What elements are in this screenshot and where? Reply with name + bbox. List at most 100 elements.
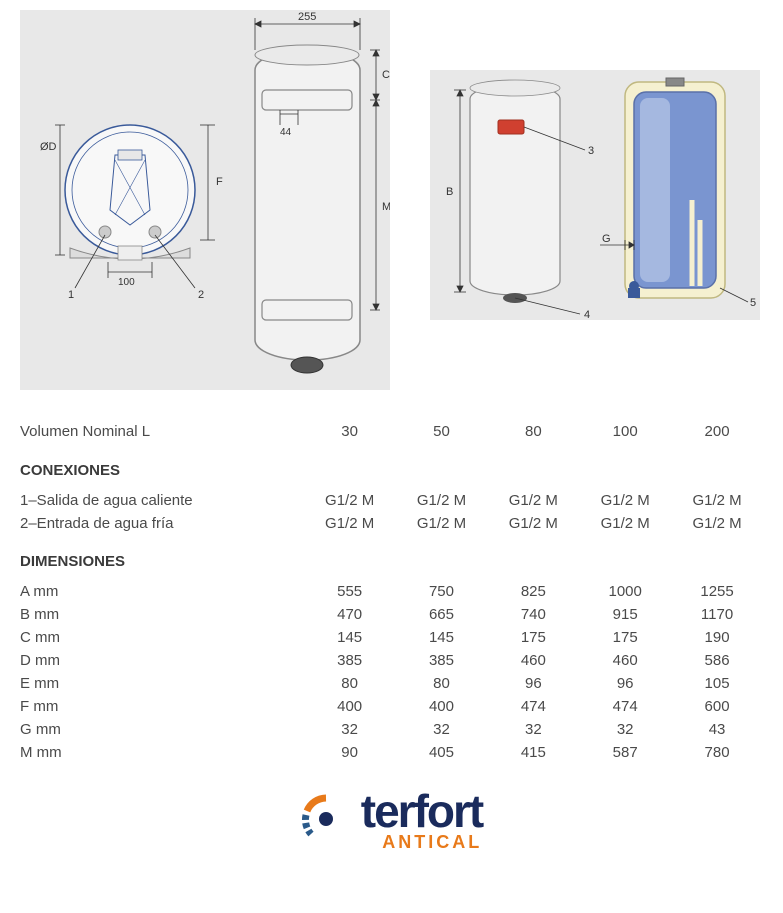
dimensiones-label-6: G mm	[20, 718, 304, 741]
table-row: M mm90405415587780	[20, 741, 763, 764]
dimensiones-header: DIMENSIONES	[20, 535, 763, 580]
diagram-row: 255 44	[20, 10, 763, 390]
dimensiones-cell-2-2: 175	[487, 626, 579, 649]
table-row: 1–Salida de agua calienteG1/2 MG1/2 MG1/…	[20, 489, 763, 512]
dimensiones-cell-7-1: 405	[396, 741, 488, 764]
table-row: C mm145145175175190	[20, 626, 763, 649]
technical-diagram-right: B 3 4	[430, 70, 760, 320]
logo-icon	[301, 794, 351, 844]
conexiones-cell-0-4: G1/2 M	[671, 489, 763, 512]
logo-text-main: terfort	[361, 788, 482, 834]
dimensiones-cell-5-3: 474	[579, 695, 671, 718]
svg-text:G: G	[602, 233, 611, 245]
dimensiones-cell-0-3: 1000	[579, 580, 671, 603]
svg-text:M: M	[382, 201, 390, 213]
conexiones-header-row: CONEXIONES	[20, 444, 763, 489]
dimensiones-cell-0-4: 1255	[671, 580, 763, 603]
dimensiones-cell-0-1: 750	[396, 580, 488, 603]
svg-text:F: F	[216, 176, 223, 188]
conexiones-label-1: 2–Entrada de agua fría	[20, 512, 304, 535]
dimensiones-cell-3-0: 385	[304, 649, 396, 672]
svg-text:4: 4	[584, 309, 590, 320]
dimensiones-cell-4-0: 80	[304, 672, 396, 695]
cutaway-view	[625, 78, 725, 298]
svg-text:3: 3	[588, 145, 594, 157]
logo-section: terfort ANTICAL	[20, 788, 763, 853]
dimensiones-label-7: M mm	[20, 741, 304, 764]
dimensiones-header-row: DIMENSIONES	[20, 535, 763, 580]
dimensiones-cell-4-4: 105	[671, 672, 763, 695]
dimensiones-cell-3-2: 460	[487, 649, 579, 672]
dimensiones-cell-1-0: 470	[304, 603, 396, 626]
conexiones-cell-1-3: G1/2 M	[579, 512, 671, 535]
col-4: 200	[671, 420, 763, 444]
dimensiones-cell-6-1: 32	[396, 718, 488, 741]
diagram-right-svg: B 3 4	[430, 70, 760, 320]
spec-table: Volumen Nominal L 30 50 80 100 200 CONEX…	[20, 420, 763, 764]
dimensiones-cell-1-2: 740	[487, 603, 579, 626]
table-row: G mm3232323243	[20, 718, 763, 741]
dimensiones-cell-1-3: 915	[579, 603, 671, 626]
dimensiones-cell-6-0: 32	[304, 718, 396, 741]
vol-label: Volumen Nominal L	[20, 420, 304, 444]
table-row: E mm80809696105	[20, 672, 763, 695]
dimensiones-cell-2-1: 145	[396, 626, 488, 649]
col-3: 100	[579, 420, 671, 444]
diagram-left-svg: 255 44	[20, 10, 390, 390]
dimensiones-cell-7-4: 780	[671, 741, 763, 764]
dimensiones-cell-7-0: 90	[304, 741, 396, 764]
dimensiones-cell-5-1: 400	[396, 695, 488, 718]
conexiones-cell-1-2: G1/2 M	[487, 512, 579, 535]
conexiones-cell-1-1: G1/2 M	[396, 512, 488, 535]
dimensiones-cell-5-0: 400	[304, 695, 396, 718]
technical-diagram-left: 255 44	[20, 10, 390, 390]
table-row: D mm385385460460586	[20, 649, 763, 672]
table-row: A mm55575082510001255	[20, 580, 763, 603]
svg-text:B: B	[446, 186, 453, 198]
svg-text:ØD: ØD	[40, 141, 57, 153]
dimensiones-cell-6-2: 32	[487, 718, 579, 741]
dimensiones-cell-2-0: 145	[304, 626, 396, 649]
dimensiones-cell-6-4: 43	[671, 718, 763, 741]
table-row: B mm4706657409151170	[20, 603, 763, 626]
dimensiones-cell-4-3: 96	[579, 672, 671, 695]
dimensiones-cell-7-3: 587	[579, 741, 671, 764]
col-0: 30	[304, 420, 396, 444]
dim-255-text: 255	[298, 11, 316, 23]
dimensiones-cell-0-0: 555	[304, 580, 396, 603]
dimensiones-cell-4-2: 96	[487, 672, 579, 695]
conexiones-header: CONEXIONES	[20, 444, 763, 489]
tank-front-view	[65, 125, 195, 260]
conexiones-label-0: 1–Salida de agua caliente	[20, 489, 304, 512]
tank-side-view: 44	[255, 45, 360, 373]
dimensiones-cell-2-3: 175	[579, 626, 671, 649]
dim-right	[370, 50, 380, 310]
table-row: F mm400400474474600	[20, 695, 763, 718]
svg-text:5: 5	[750, 297, 756, 309]
dimensiones-cell-2-4: 190	[671, 626, 763, 649]
dimensiones-cell-5-4: 600	[671, 695, 763, 718]
conexiones-cell-1-4: G1/2 M	[671, 512, 763, 535]
brand-logo: terfort ANTICAL	[301, 788, 482, 853]
svg-text:1: 1	[68, 289, 74, 301]
dimensiones-label-4: E mm	[20, 672, 304, 695]
svg-text:C: C	[382, 69, 390, 81]
dimensiones-cell-3-3: 460	[579, 649, 671, 672]
dimensiones-cell-4-1: 80	[396, 672, 488, 695]
conexiones-cell-0-1: G1/2 M	[396, 489, 488, 512]
conexiones-cell-1-0: G1/2 M	[304, 512, 396, 535]
dimensiones-label-3: D mm	[20, 649, 304, 672]
svg-text:44: 44	[280, 127, 292, 138]
dimensiones-cell-1-4: 1170	[671, 603, 763, 626]
conexiones-cell-0-0: G1/2 M	[304, 489, 396, 512]
dimensiones-cell-3-4: 586	[671, 649, 763, 672]
svg-text:100: 100	[118, 277, 135, 288]
dimensiones-cell-7-2: 415	[487, 741, 579, 764]
col-1: 50	[396, 420, 488, 444]
dimensiones-label-5: F mm	[20, 695, 304, 718]
col-2: 80	[487, 420, 579, 444]
table-row: 2–Entrada de agua fríaG1/2 MG1/2 MG1/2 M…	[20, 512, 763, 535]
dimensiones-cell-1-1: 665	[396, 603, 488, 626]
dimensiones-cell-3-1: 385	[396, 649, 488, 672]
dimensiones-cell-6-3: 32	[579, 718, 671, 741]
